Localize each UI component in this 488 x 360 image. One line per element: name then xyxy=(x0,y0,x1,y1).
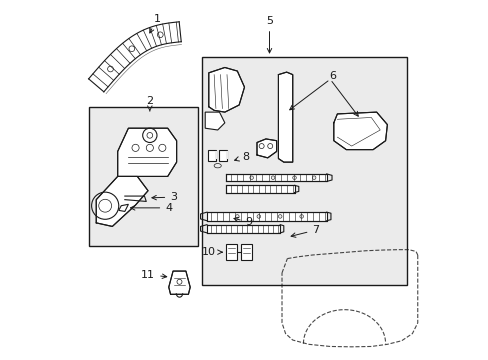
Bar xyxy=(219,150,227,161)
Text: 5: 5 xyxy=(265,16,272,53)
Polygon shape xyxy=(96,176,148,226)
Text: 8: 8 xyxy=(234,152,248,162)
Circle shape xyxy=(235,215,239,218)
Bar xyxy=(89,107,198,246)
Text: 9: 9 xyxy=(233,217,252,227)
Polygon shape xyxy=(257,139,276,158)
Circle shape xyxy=(257,215,260,218)
Circle shape xyxy=(249,176,253,180)
Text: 7: 7 xyxy=(290,225,319,237)
Polygon shape xyxy=(278,72,292,162)
Bar xyxy=(207,150,216,161)
Polygon shape xyxy=(208,67,244,112)
Text: 2: 2 xyxy=(146,96,153,111)
Bar xyxy=(225,244,236,260)
Circle shape xyxy=(292,176,296,180)
Text: 6: 6 xyxy=(329,71,336,81)
Text: 1: 1 xyxy=(149,14,160,33)
Polygon shape xyxy=(119,204,128,211)
Text: 4: 4 xyxy=(130,203,172,213)
Circle shape xyxy=(312,176,315,180)
Text: 3: 3 xyxy=(152,192,177,202)
Polygon shape xyxy=(333,112,386,150)
Circle shape xyxy=(271,176,274,180)
Text: 10: 10 xyxy=(202,247,222,257)
Bar xyxy=(241,244,251,260)
Circle shape xyxy=(299,215,303,218)
Circle shape xyxy=(278,215,282,218)
Polygon shape xyxy=(205,112,224,130)
Bar xyxy=(201,57,406,285)
Polygon shape xyxy=(168,271,190,294)
Text: 11: 11 xyxy=(141,270,166,280)
Polygon shape xyxy=(118,128,176,176)
